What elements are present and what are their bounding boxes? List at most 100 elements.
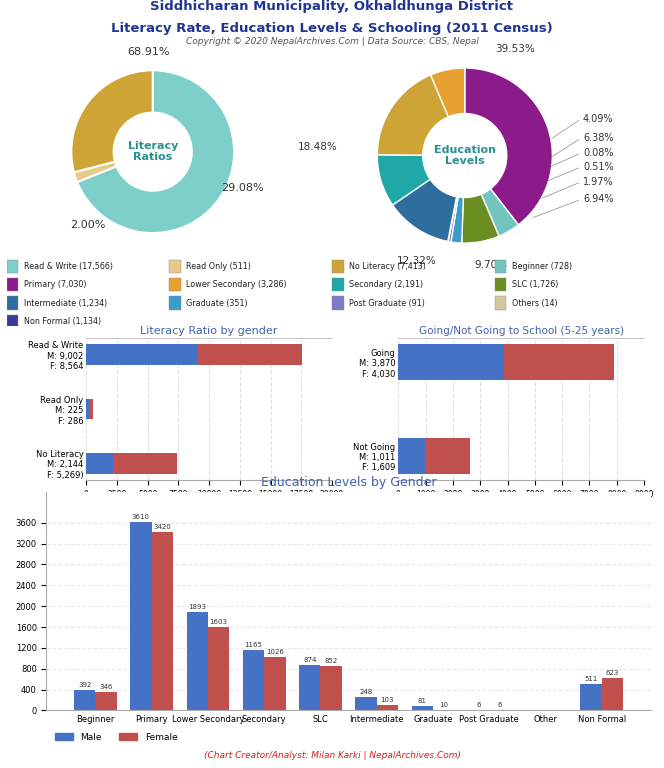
Text: 248: 248	[359, 690, 373, 695]
Bar	[504, 344, 614, 380]
Bar	[243, 650, 264, 710]
Text: 2.00%: 2.00%	[70, 220, 106, 230]
Wedge shape	[448, 197, 457, 241]
Bar	[332, 260, 344, 273]
Wedge shape	[392, 179, 457, 241]
Text: 6: 6	[476, 702, 481, 708]
Bar	[89, 399, 92, 419]
Text: Lower Secondary (3,286): Lower Secondary (3,286)	[186, 280, 287, 290]
Text: 1165: 1165	[244, 641, 262, 647]
Text: 18.48%: 18.48%	[298, 142, 338, 152]
Bar	[426, 438, 470, 474]
Text: Education
Levels: Education Levels	[434, 144, 496, 167]
Text: Post Graduate (91): Post Graduate (91)	[349, 299, 425, 307]
Bar	[332, 296, 344, 310]
Text: (Chart Creator/Analyst: Milan Karki | NepalArchives.Com): (Chart Creator/Analyst: Milan Karki | Ne…	[203, 751, 461, 760]
Text: 0.51%: 0.51%	[583, 162, 614, 172]
Bar	[7, 296, 19, 310]
Text: 511: 511	[584, 676, 598, 682]
Text: 39.53%: 39.53%	[495, 44, 535, 54]
Text: SLC (1,726): SLC (1,726)	[511, 280, 558, 290]
Wedge shape	[77, 70, 234, 233]
Text: 874: 874	[303, 657, 317, 663]
Bar	[495, 278, 507, 291]
Text: 1603: 1603	[210, 619, 228, 625]
Text: 81: 81	[418, 698, 427, 704]
Bar	[151, 532, 173, 710]
Wedge shape	[377, 75, 448, 155]
Wedge shape	[461, 194, 499, 243]
Title: Education Levels by Gender: Education Levels by Gender	[261, 476, 436, 489]
Bar	[355, 697, 376, 710]
Text: 1026: 1026	[266, 649, 284, 655]
Wedge shape	[71, 70, 153, 172]
Text: 68.91%: 68.91%	[127, 48, 170, 58]
Text: Others (14): Others (14)	[511, 299, 557, 307]
Text: Literacy Rate, Education Levels & Schooling (2011 Census): Literacy Rate, Education Levels & School…	[111, 22, 553, 35]
Bar	[208, 627, 229, 710]
Text: 3420: 3420	[153, 524, 171, 530]
Text: Siddhicharan Municipality, Okhaldhunga District: Siddhicharan Municipality, Okhaldhunga D…	[151, 0, 513, 13]
Bar	[398, 344, 504, 380]
Legend: Male, Female: Male, Female	[144, 491, 274, 507]
Bar	[398, 438, 426, 474]
Bar	[376, 705, 398, 710]
Bar	[197, 344, 302, 365]
Wedge shape	[448, 197, 458, 242]
Wedge shape	[451, 197, 463, 243]
Text: Read & Write (17,566): Read & Write (17,566)	[23, 262, 113, 271]
Text: Copyright © 2020 NepalArchives.Com | Data Source: CBS, Nepal: Copyright © 2020 NepalArchives.Com | Dat…	[185, 37, 479, 46]
Text: Literacy
Ratios: Literacy Ratios	[127, 141, 178, 163]
Text: Graduate (351): Graduate (351)	[186, 299, 248, 307]
Text: 12.32%: 12.32%	[397, 256, 436, 266]
Legend: Male, Female: Male, Female	[456, 491, 586, 507]
Bar	[580, 684, 602, 710]
Text: 3610: 3610	[132, 515, 150, 520]
Bar	[169, 296, 181, 310]
Text: 852: 852	[325, 658, 338, 664]
Wedge shape	[377, 154, 430, 205]
Title: Literacy Ratio by gender: Literacy Ratio by gender	[141, 326, 278, 336]
Wedge shape	[481, 189, 519, 236]
Bar	[86, 344, 197, 365]
Bar	[495, 260, 507, 273]
Text: Secondary (2,191): Secondary (2,191)	[349, 280, 423, 290]
Wedge shape	[431, 68, 465, 117]
Wedge shape	[74, 161, 116, 182]
Bar	[169, 260, 181, 273]
Bar	[332, 278, 344, 291]
Bar	[187, 612, 208, 710]
Title: Going/Not Going to School (5-25 years): Going/Not Going to School (5-25 years)	[419, 326, 623, 336]
Bar	[602, 678, 623, 710]
Bar	[74, 690, 96, 710]
Bar	[130, 522, 151, 710]
Bar	[113, 453, 177, 474]
Text: 6.94%: 6.94%	[583, 194, 614, 204]
Bar	[264, 657, 286, 710]
Bar	[299, 665, 321, 710]
Bar	[412, 707, 433, 710]
Text: 4.09%: 4.09%	[583, 114, 614, 124]
Text: 6: 6	[498, 702, 502, 708]
Legend: Male, Female: Male, Female	[51, 729, 181, 745]
Text: 6.38%: 6.38%	[583, 133, 614, 143]
Bar	[169, 278, 181, 291]
Bar	[7, 315, 19, 328]
Text: 623: 623	[606, 670, 620, 676]
Text: 10: 10	[439, 702, 448, 708]
Text: Intermediate (1,234): Intermediate (1,234)	[23, 299, 107, 307]
Text: Primary (7,030): Primary (7,030)	[23, 280, 86, 290]
Text: No Literacy (7,413): No Literacy (7,413)	[349, 262, 426, 271]
Text: Non Formal (1,134): Non Formal (1,134)	[23, 316, 101, 326]
Text: 9.70%: 9.70%	[475, 260, 507, 270]
Bar	[7, 260, 19, 273]
Text: 346: 346	[100, 684, 113, 690]
Text: 1893: 1893	[188, 604, 207, 610]
Bar	[495, 296, 507, 310]
Text: 392: 392	[78, 682, 92, 688]
Bar	[86, 399, 89, 419]
Bar	[96, 693, 117, 710]
Text: 1.97%: 1.97%	[583, 177, 614, 187]
Text: 29.08%: 29.08%	[221, 184, 264, 194]
Bar	[7, 278, 19, 291]
